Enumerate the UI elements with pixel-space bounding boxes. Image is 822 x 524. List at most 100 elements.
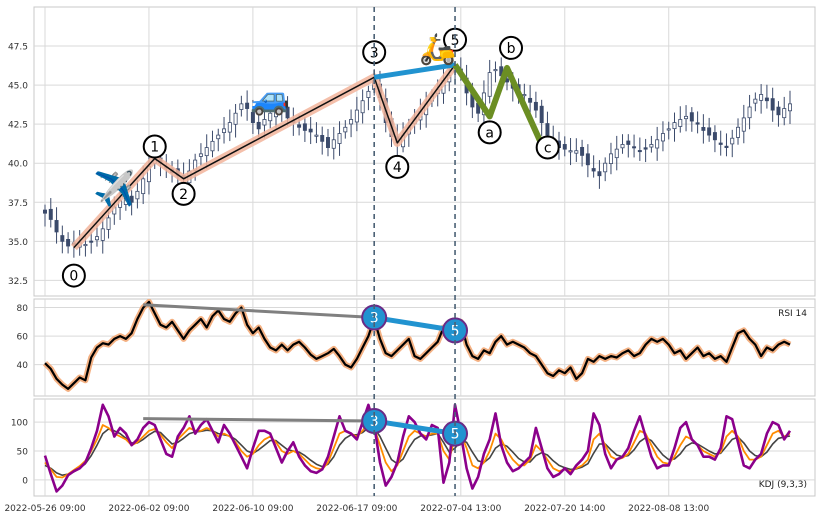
- rsi-ytick-label: 60: [17, 333, 29, 343]
- airplane-icon: ✈️: [93, 168, 135, 209]
- candle-body: [239, 103, 244, 110]
- candle-body: [360, 100, 365, 114]
- wave-label: 1: [150, 140, 159, 156]
- rsi-panel: 40608035RSI 14: [17, 298, 816, 397]
- candle-body: [268, 112, 273, 122]
- candle-body: [349, 119, 354, 125]
- candle-body: [632, 146, 637, 149]
- candle-body: [274, 106, 278, 118]
- candle-body: [487, 72, 492, 97]
- kdj-divergence-line: [143, 417, 375, 423]
- candle-body: [141, 178, 146, 195]
- candle-body: [736, 126, 741, 138]
- candle-body: [60, 235, 65, 242]
- candle-body: [597, 171, 602, 177]
- price-ytick-label: 40.0: [8, 160, 28, 170]
- candle-body: [707, 127, 712, 136]
- candle-body: [643, 147, 648, 150]
- kdj-panel: 05010035KDJ (9,3,3): [11, 398, 816, 497]
- candle-body: [210, 140, 215, 152]
- x-tick-label: 2022-05-26 09:00: [4, 504, 85, 514]
- candle-body: [94, 236, 99, 241]
- candle-body: [227, 122, 232, 133]
- candle-body: [580, 146, 585, 156]
- candle-body: [314, 134, 319, 137]
- candle-body: [354, 109, 359, 123]
- candle-body: [54, 220, 59, 233]
- candle-body: [233, 112, 238, 125]
- candle-body: [285, 106, 290, 119]
- wave-label-circle: [171, 181, 196, 206]
- candle-body: [545, 123, 550, 136]
- rsi-line: [44, 300, 791, 390]
- candle-body: [216, 134, 221, 140]
- candle-body: [43, 209, 47, 214]
- candle-body: [100, 228, 105, 241]
- wave-label: b: [507, 41, 516, 57]
- candle-body: [741, 117, 746, 132]
- candle-body: [782, 108, 787, 119]
- kdj-ytick-label: 0: [22, 476, 28, 486]
- candle-body: [279, 104, 284, 111]
- x-tick-label: 2022-07-04 13:00: [420, 504, 501, 514]
- candle-body: [574, 150, 579, 154]
- candle-body: [222, 128, 227, 133]
- candle-body: [718, 142, 723, 145]
- rsi-frame: [33, 298, 816, 397]
- scooter-icon: 🛵: [419, 32, 456, 67]
- candle-body: [614, 148, 619, 159]
- x-tick-label: 2022-08-08 13:00: [628, 504, 709, 514]
- x-tick-label: 2022-06-17 09:00: [316, 504, 397, 514]
- candle-body: [770, 98, 775, 111]
- candle-body: [678, 119, 683, 127]
- candle-body: [655, 139, 660, 149]
- candle-body: [493, 69, 498, 72]
- candle-body: [759, 94, 764, 101]
- candle-body: [695, 122, 700, 125]
- candle-body: [712, 132, 717, 141]
- candle-body: [533, 101, 538, 111]
- candle-body: [626, 140, 631, 145]
- kdj-ytick-label: 50: [17, 447, 29, 457]
- x-tick-label: 2022-06-02 09:00: [108, 504, 189, 514]
- candle-body: [528, 97, 533, 103]
- candle-body: [747, 106, 752, 119]
- kdj-j-line: [44, 427, 791, 477]
- candle-body: [245, 102, 250, 109]
- candle-body: [325, 137, 330, 148]
- rsi-ytick-label: 80: [17, 304, 29, 314]
- x-tick-label: 2022-06-10 09:00: [212, 504, 293, 514]
- price-ytick-label: 47.5: [8, 43, 28, 53]
- candle-body: [204, 147, 209, 157]
- car-icon: 🚙: [250, 79, 290, 117]
- candle-body: [637, 150, 642, 153]
- candle-body: [788, 103, 792, 112]
- candle-body: [135, 190, 140, 200]
- candle-body: [684, 115, 689, 120]
- wave-label: 2: [179, 187, 188, 203]
- candle-body: [753, 98, 758, 104]
- candle-body: [591, 168, 596, 172]
- candle-body: [250, 112, 255, 123]
- rsi-ytick-label: 40: [17, 361, 29, 371]
- rsi-marker-label: 3: [370, 311, 379, 327]
- candle-body: [666, 128, 671, 131]
- candle-body: [297, 124, 302, 128]
- candle-body: [603, 162, 608, 173]
- kdj-legend: KDJ (9,3,3): [759, 480, 807, 490]
- candle-body: [585, 153, 590, 166]
- candle-body: [701, 127, 706, 131]
- x-tick-label: 2022-07-20 14:00: [524, 504, 605, 514]
- candle-body: [123, 197, 128, 205]
- candle-body: [620, 144, 625, 149]
- candle-body: [256, 121, 261, 130]
- rsi-legend: RSI 14: [778, 309, 807, 319]
- candle-body: [568, 150, 573, 153]
- candle-body: [308, 128, 313, 133]
- candle-body: [730, 137, 735, 145]
- candle-body: [522, 94, 527, 97]
- candle-body: [129, 195, 134, 203]
- wave-label-circle: [142, 134, 167, 159]
